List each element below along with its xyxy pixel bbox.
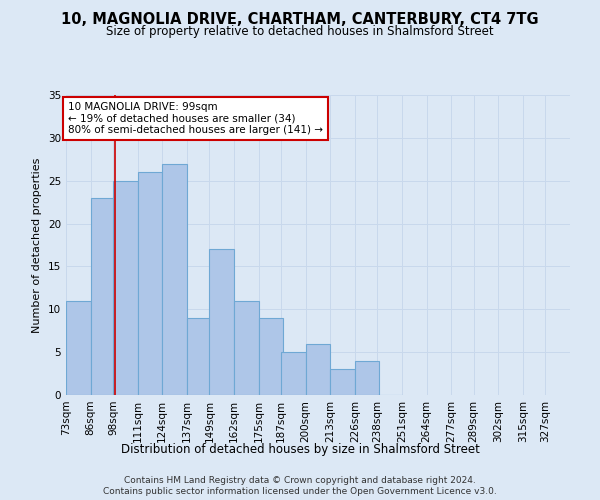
Text: Size of property relative to detached houses in Shalmsford Street: Size of property relative to detached ho… [106,25,494,38]
Bar [187,318,211,395]
Bar [234,300,259,395]
Bar [138,172,162,395]
Bar [162,164,187,395]
Text: Contains HM Land Registry data © Crown copyright and database right 2024.: Contains HM Land Registry data © Crown c… [124,476,476,485]
Bar [66,300,91,395]
Bar [91,198,115,395]
Bar [209,250,234,395]
Bar [306,344,330,395]
Bar [355,360,379,395]
Bar [259,318,283,395]
Bar [281,352,306,395]
Text: Distribution of detached houses by size in Shalmsford Street: Distribution of detached houses by size … [121,442,479,456]
Text: 10, MAGNOLIA DRIVE, CHARTHAM, CANTERBURY, CT4 7TG: 10, MAGNOLIA DRIVE, CHARTHAM, CANTERBURY… [61,12,539,28]
Y-axis label: Number of detached properties: Number of detached properties [32,158,43,332]
Text: 10 MAGNOLIA DRIVE: 99sqm
← 19% of detached houses are smaller (34)
80% of semi-d: 10 MAGNOLIA DRIVE: 99sqm ← 19% of detach… [68,102,323,135]
Bar [113,180,138,395]
Bar [330,370,355,395]
Text: Contains public sector information licensed under the Open Government Licence v3: Contains public sector information licen… [103,488,497,496]
